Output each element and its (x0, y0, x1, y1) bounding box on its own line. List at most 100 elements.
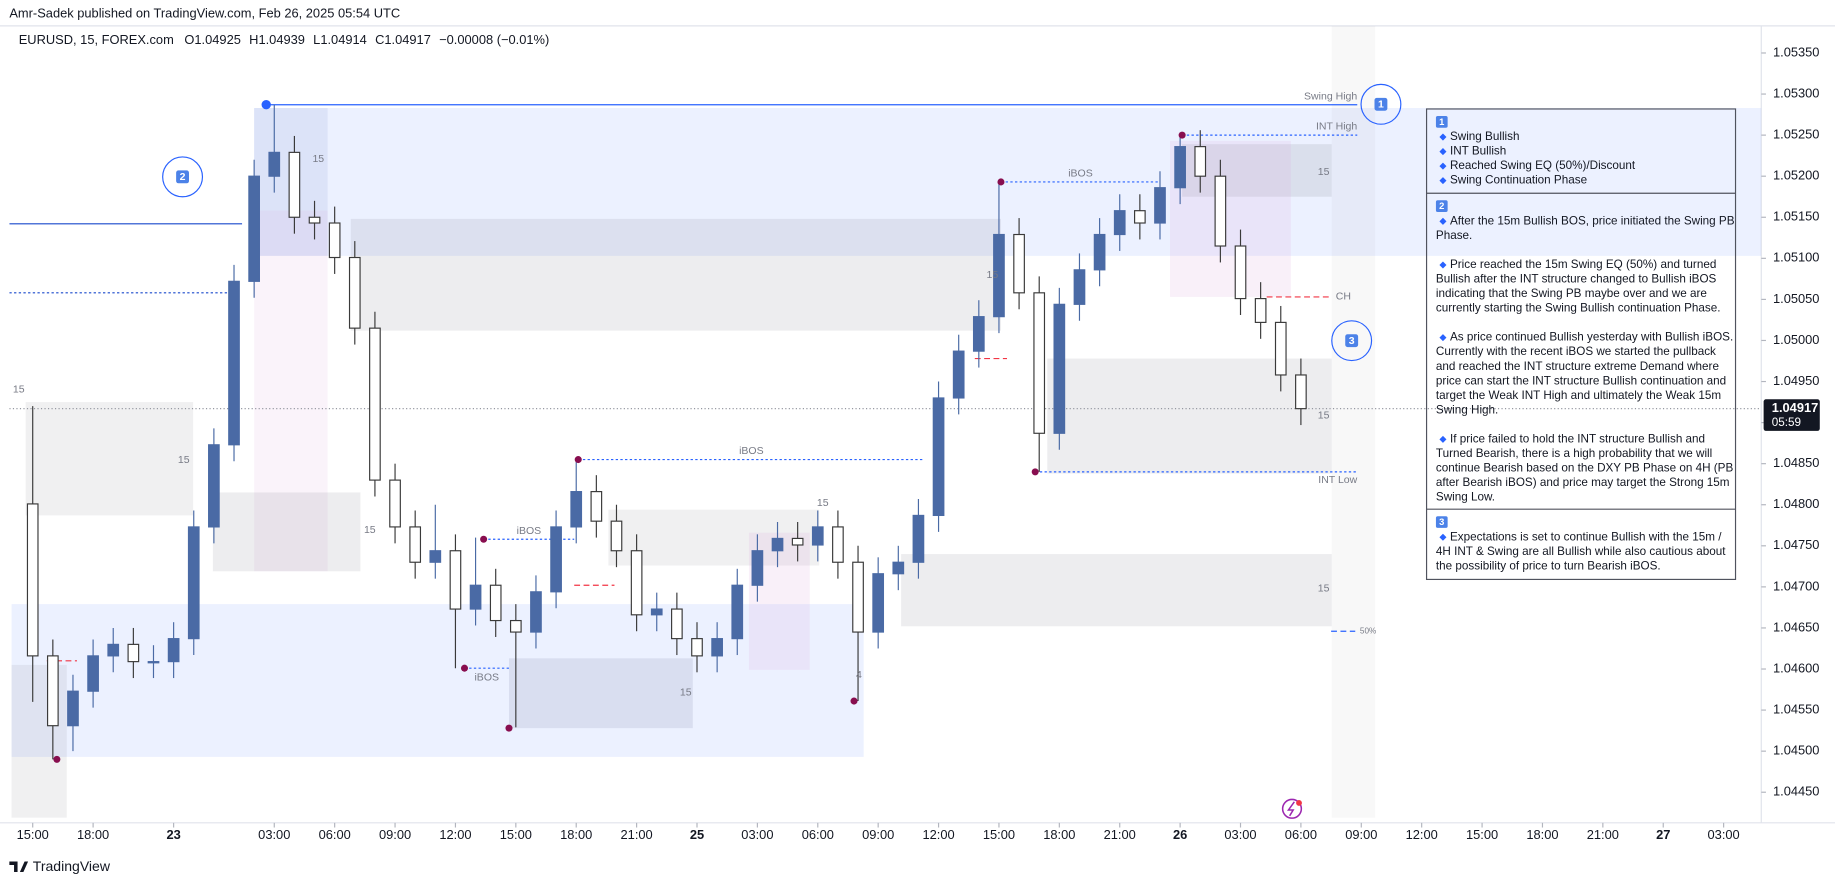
zone-label: 15 (1318, 409, 1330, 421)
marker-ring (1360, 83, 1402, 125)
y-tick-label: 1.04950 (1773, 373, 1819, 388)
x-tick-label: 15:00 (17, 827, 49, 842)
bullet (1439, 533, 1447, 541)
notes-badge-number: 2 (1439, 201, 1444, 211)
y-tick-label: 1.05000 (1773, 332, 1819, 347)
candle-body (972, 316, 985, 352)
y-tick-label: 1.05300 (1773, 85, 1819, 100)
notes-border (1425, 108, 1737, 581)
bullet (1439, 334, 1447, 342)
notes-line: the possibility of price to turn Bearish… (1436, 559, 1661, 572)
candle-body (530, 591, 542, 633)
x-tick-label: 21:00 (621, 827, 653, 842)
zone (1331, 25, 1376, 818)
ohlc-label: C (375, 33, 384, 48)
zone (212, 492, 361, 572)
notes-badge (1435, 115, 1448, 128)
lightning-icon[interactable] (1281, 798, 1303, 819)
notes-line: target the Weak INT High and ultimately … (1436, 389, 1721, 402)
notes-line: continue Bearish based on the DXY PB Pha… (1436, 461, 1734, 474)
attribution: Amr-Sadek published on TradingView.com, … (9, 6, 400, 21)
x-tick-label: 09:00 (862, 827, 894, 842)
x-tick-label: 03:00 (1708, 827, 1740, 842)
candle-body (671, 608, 683, 640)
x-tick-label: 18:00 (1526, 827, 1558, 842)
x-tick-label: 03:00 (258, 827, 290, 842)
candle-body (369, 327, 381, 481)
notes-badge (1435, 200, 1448, 212)
icon-bolt[interactable] (1287, 801, 1295, 817)
zone (1170, 140, 1291, 297)
zone-label: 15 (13, 384, 25, 396)
marker-number: 3 (1349, 335, 1355, 347)
candle-body (187, 526, 200, 640)
pivot (261, 100, 271, 110)
notes-line: Phase. (1436, 229, 1472, 242)
x-tick-label: 18:00 (77, 827, 109, 842)
y-tick-label: 1.05150 (1773, 209, 1819, 224)
candle-body (912, 514, 925, 563)
ohlc-label: L (313, 33, 320, 48)
candle-body (791, 537, 804, 546)
candle-body (449, 550, 462, 610)
candle-body (892, 561, 905, 575)
candle-body (650, 608, 663, 616)
candle-body (1093, 233, 1106, 271)
notes-line: Swing Low. (1436, 490, 1495, 503)
candle-body (1295, 374, 1307, 410)
candle-body (26, 503, 39, 657)
pivot (850, 697, 858, 705)
x-tick-label: 23 (166, 827, 180, 842)
candle-body (1154, 187, 1166, 224)
candle-body (952, 350, 965, 399)
candle-body (1274, 321, 1287, 376)
ohlc-label: H (249, 33, 258, 48)
notes-line: Currently with the recent iBOS we starte… (1436, 345, 1716, 358)
marker-number: 2 (180, 171, 186, 183)
x-tick-label: 18:00 (560, 827, 592, 842)
x-tick-label: 12:00 (439, 827, 471, 842)
pivot (997, 178, 1005, 186)
candle-body (46, 655, 59, 727)
candle-body (67, 690, 79, 727)
candle-body (268, 151, 281, 177)
icon-dot[interactable] (1296, 800, 1302, 806)
marker-ring (1331, 320, 1373, 362)
candle-body (811, 526, 824, 546)
candle-body (489, 584, 502, 622)
candle-body (1234, 245, 1247, 300)
level-label: iBOS (1068, 168, 1093, 180)
x-tick-label: 18:00 (1043, 827, 1075, 842)
y-tick-label: 1.05200 (1773, 168, 1819, 183)
price-tag-value: 1.04917 (1772, 400, 1818, 415)
candle-body (1053, 303, 1066, 434)
x-tick-label: 12:00 (922, 827, 954, 842)
x-tick-label: 06:00 (1285, 827, 1317, 842)
x-tick-label: 15:00 (500, 827, 532, 842)
zone (508, 658, 693, 729)
notes-line: Expectations is set to continue Bullish … (1450, 530, 1722, 543)
bullet (1439, 217, 1447, 225)
y-tick-label: 1.05250 (1773, 127, 1819, 142)
x-tick-label: 26 (1173, 827, 1187, 842)
candle-body (469, 584, 482, 610)
notes-line: Swing High. (1436, 403, 1498, 416)
bullet (1439, 148, 1447, 156)
zone-label: 15 (364, 524, 376, 536)
plot-area (9, 25, 1762, 818)
brand-logo (9, 861, 29, 872)
notes-line: Bullish after the INT structure changed … (1436, 273, 1717, 286)
level-label: iBOS (739, 445, 764, 457)
level-label: CH (1336, 291, 1351, 303)
candle-body (550, 526, 562, 593)
zone (254, 210, 328, 572)
zone (1047, 358, 1332, 474)
candle-body (590, 491, 603, 522)
zone (901, 554, 1332, 627)
brand-name: TradingView (33, 858, 111, 874)
bullet (1439, 435, 1447, 443)
candle-body (832, 526, 844, 563)
pivot (53, 755, 61, 763)
